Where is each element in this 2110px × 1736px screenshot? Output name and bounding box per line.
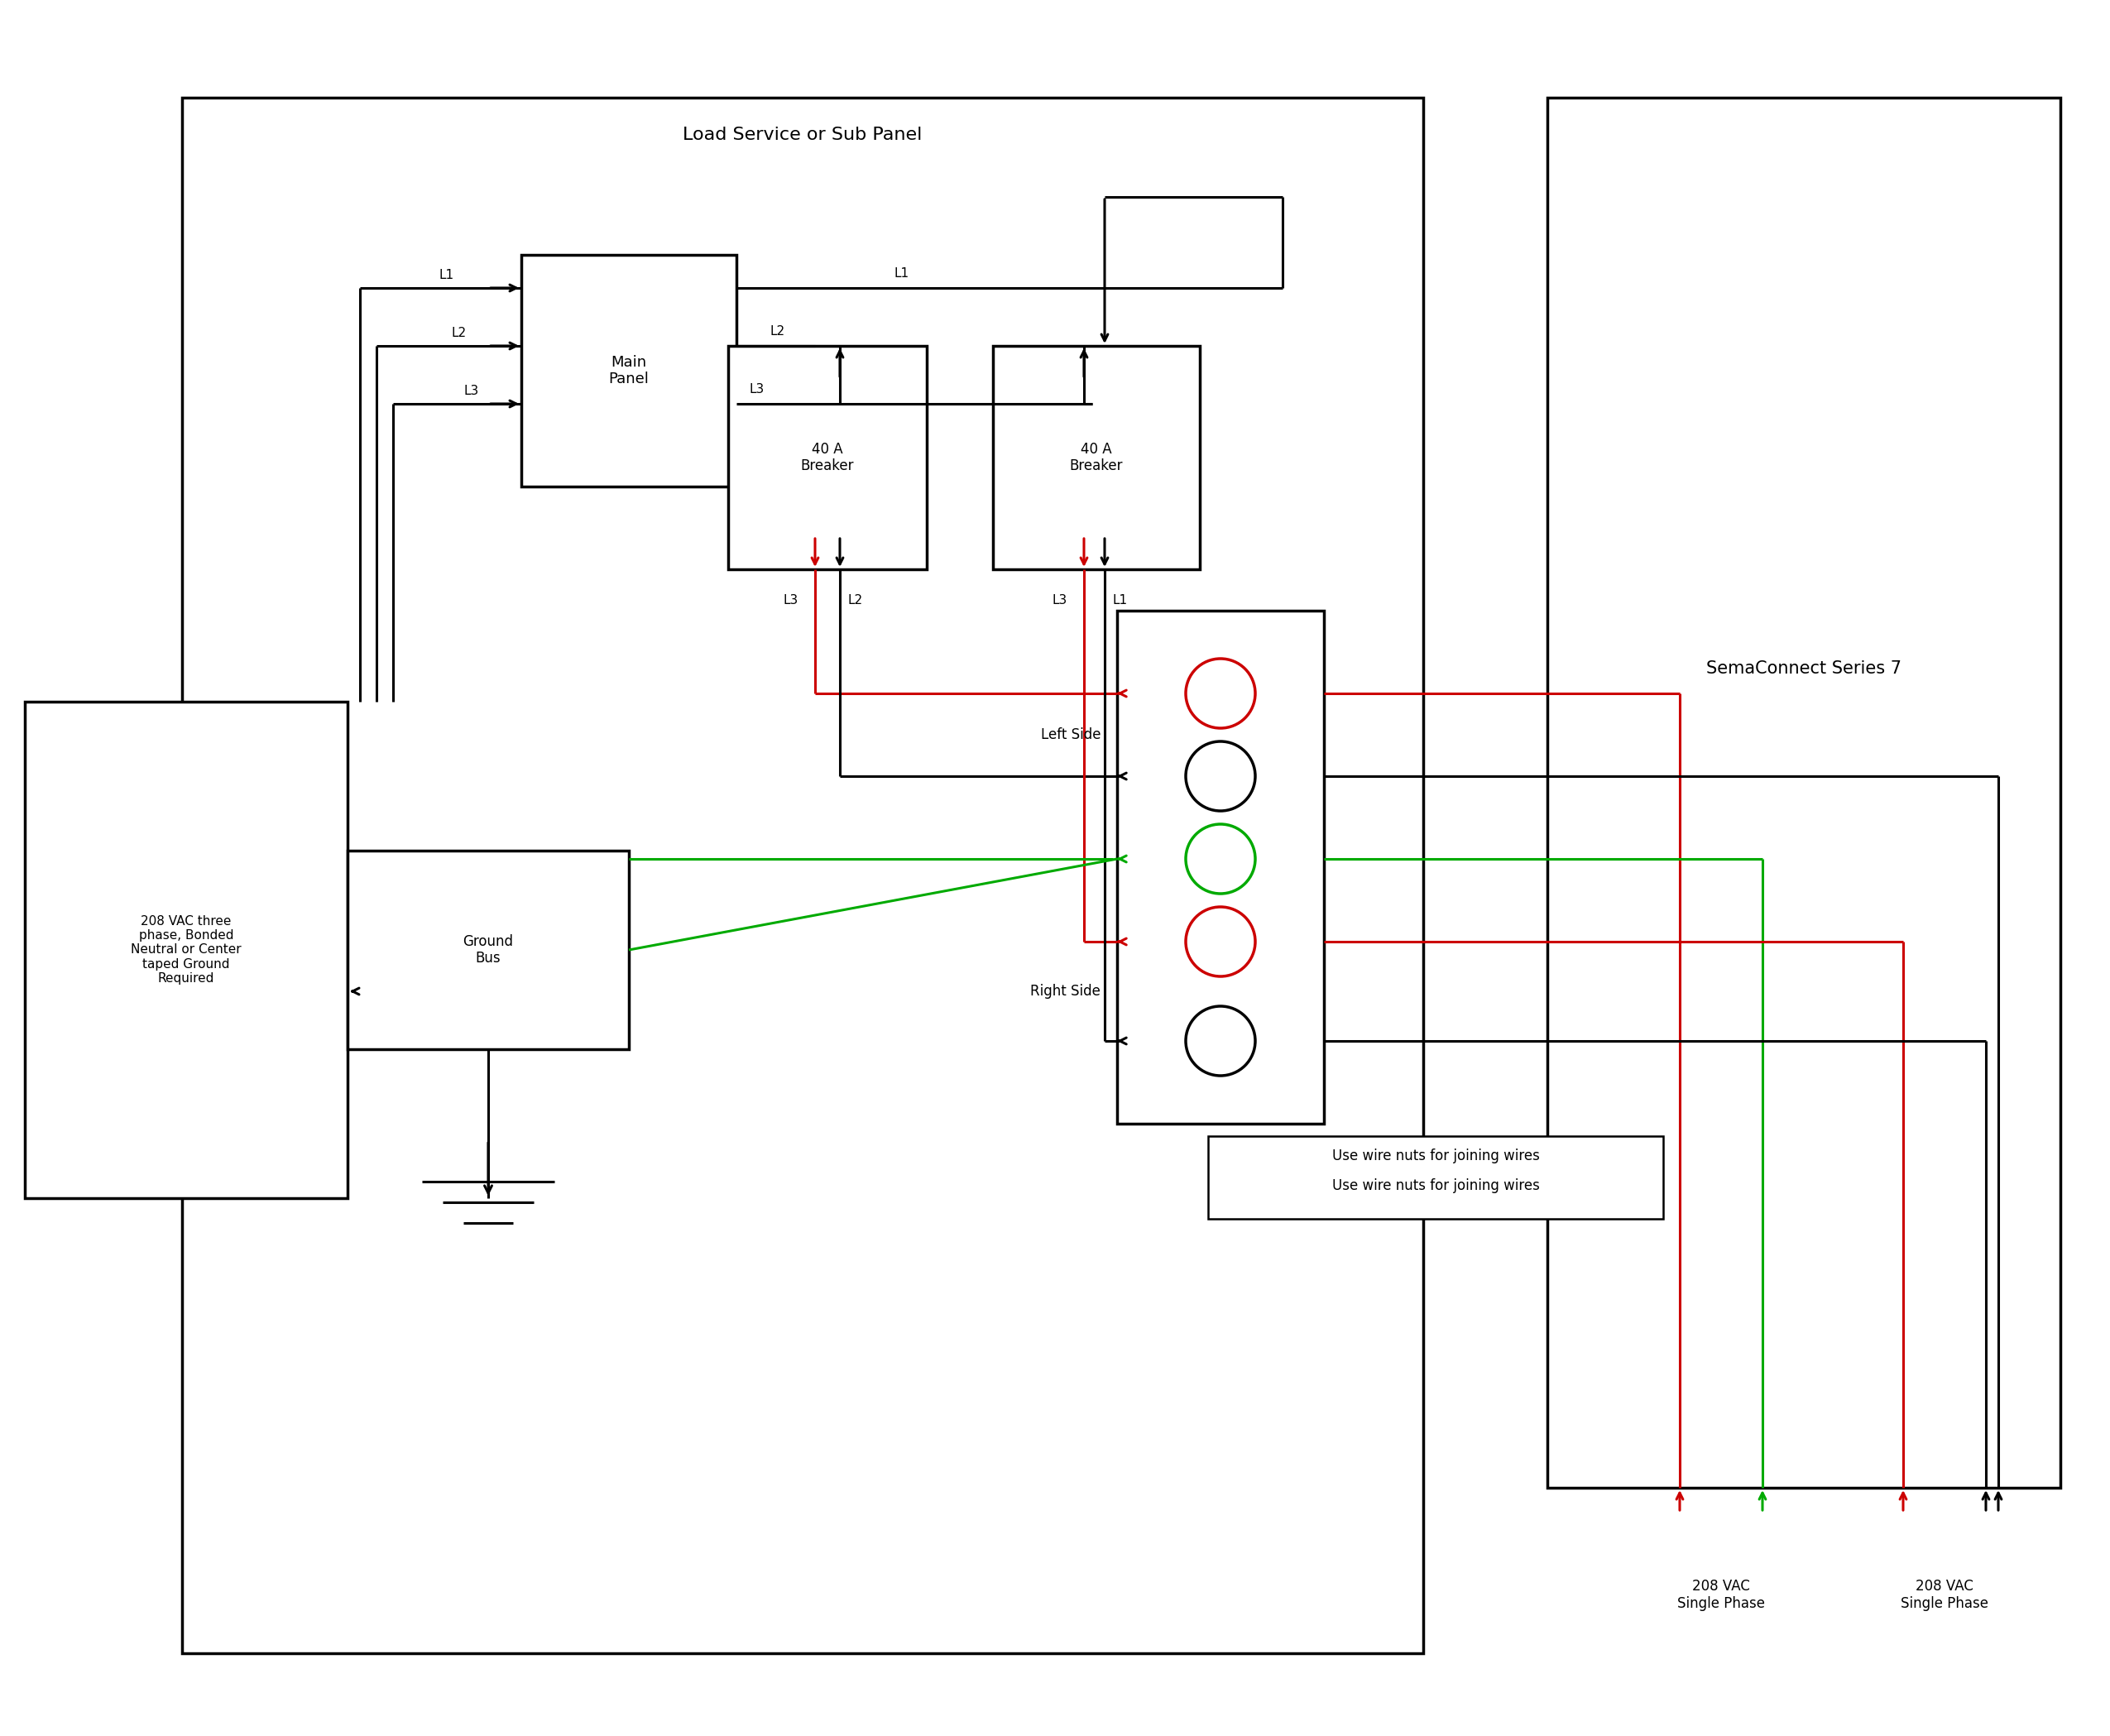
Circle shape bbox=[1186, 741, 1255, 811]
Circle shape bbox=[1186, 658, 1255, 727]
Text: L3: L3 bbox=[749, 384, 764, 396]
Bar bbox=[521, 255, 736, 486]
Bar bbox=[181, 97, 1424, 1653]
Text: SemaConnect Series 7: SemaConnect Series 7 bbox=[1707, 660, 1901, 677]
Text: L2: L2 bbox=[848, 594, 863, 606]
Text: Main
Panel: Main Panel bbox=[608, 354, 650, 387]
Text: L3: L3 bbox=[783, 594, 798, 606]
Text: Left Side: Left Side bbox=[1040, 727, 1101, 743]
Bar bbox=[348, 851, 629, 1049]
Text: 208 VAC three
phase, Bonded
Neutral or Center
taped Ground
Required: 208 VAC three phase, Bonded Neutral or C… bbox=[131, 915, 241, 984]
Text: 40 A
Breaker: 40 A Breaker bbox=[802, 441, 855, 474]
Bar bbox=[1547, 97, 2059, 1488]
Text: Ground
Bus: Ground Bus bbox=[462, 934, 513, 965]
Circle shape bbox=[1186, 1007, 1255, 1076]
Text: L3: L3 bbox=[464, 385, 479, 398]
Text: L3: L3 bbox=[1053, 594, 1068, 606]
Text: 208 VAC
Single Phase: 208 VAC Single Phase bbox=[1901, 1578, 1988, 1611]
Circle shape bbox=[1186, 906, 1255, 976]
Bar bbox=[728, 345, 926, 569]
Text: Right Side: Right Side bbox=[1030, 984, 1101, 998]
Circle shape bbox=[1186, 825, 1255, 894]
Text: 208 VAC
Single Phase: 208 VAC Single Phase bbox=[1677, 1578, 1764, 1611]
Text: L2: L2 bbox=[770, 325, 785, 337]
Text: Load Service or Sub Panel: Load Service or Sub Panel bbox=[684, 127, 922, 142]
Bar bbox=[1116, 611, 1323, 1123]
Bar bbox=[25, 701, 348, 1198]
Text: Use wire nuts for joining wires: Use wire nuts for joining wires bbox=[1331, 1179, 1540, 1193]
Bar bbox=[994, 345, 1201, 569]
Text: 40 A
Breaker: 40 A Breaker bbox=[1070, 441, 1123, 474]
Text: L1: L1 bbox=[895, 267, 909, 279]
Text: L1: L1 bbox=[1112, 594, 1129, 606]
Text: Use wire nuts for joining wires: Use wire nuts for joining wires bbox=[1331, 1149, 1540, 1163]
Bar bbox=[1209, 1135, 1663, 1219]
Text: L1: L1 bbox=[439, 269, 454, 281]
Text: L2: L2 bbox=[452, 326, 466, 339]
